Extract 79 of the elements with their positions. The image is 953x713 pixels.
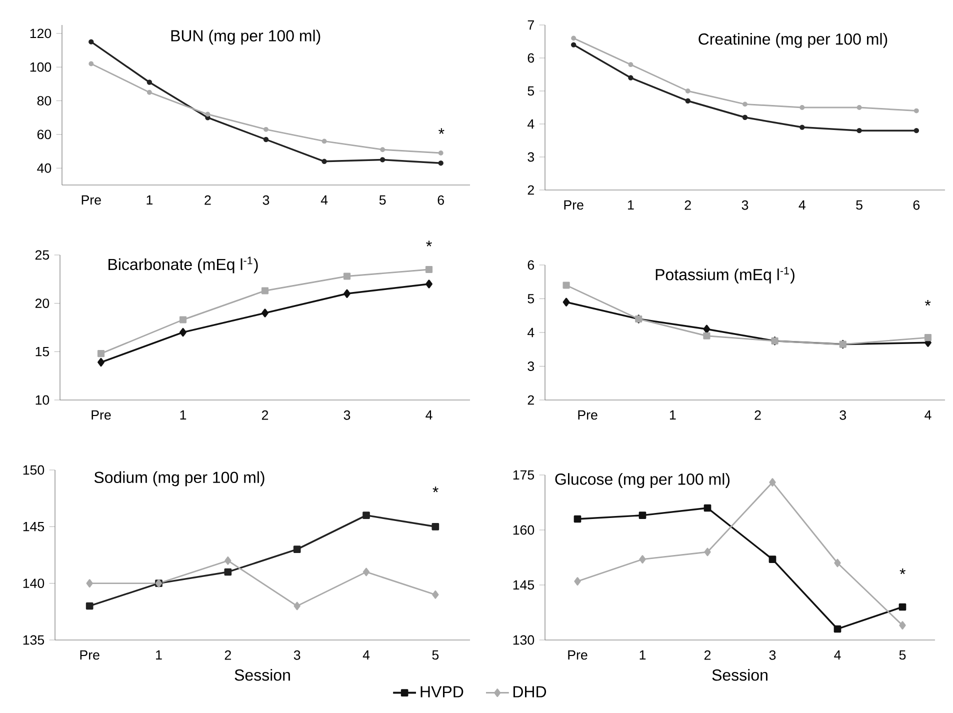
annotation: * [432, 486, 438, 492]
chart-title: BUN (mg per 100 ml) [171, 30, 320, 45]
x-axis-title: Session [234, 668, 290, 681]
x-tick-label: 1 [628, 200, 634, 210]
y-tick-label: 2 [528, 185, 534, 195]
x-axis-title: Session [712, 668, 768, 681]
y-tick-label: 6 [528, 53, 534, 63]
x-tick-label: 1 [146, 195, 152, 205]
chart-title: Potassium (mEq l$^{-1}$) [656, 267, 794, 284]
x-tick-label: 2 [704, 650, 711, 660]
y-tick-label: 5 [528, 86, 534, 96]
annotation: * [924, 300, 931, 306]
x-tick-label: 2 [204, 195, 211, 205]
annotation: * [900, 568, 906, 574]
legend-label: HVPD [420, 686, 464, 698]
x-tick-label: Pre [564, 200, 584, 210]
x-tick-label: 3 [262, 195, 270, 205]
x-tick-label: Pre [82, 195, 101, 205]
x-tick-label: 4 [924, 410, 932, 420]
y-tick-label: 4 [528, 328, 534, 338]
chart-title: Creatinine (mg per 100 ml) [698, 33, 888, 48]
x-tick-label: 4 [798, 200, 806, 210]
y-tick-label: 160 [513, 525, 534, 535]
chart-title: Bicarbonate (mEq l$^{-1}$) [108, 256, 258, 274]
x-tick-label: 3 [769, 650, 776, 660]
text: * [426, 240, 432, 246]
x-tick-label: Pre [80, 650, 100, 660]
chart-title: Sodium (mg per 100 ml) [94, 471, 264, 486]
x-tick-label: 3 [344, 410, 350, 420]
y-tick-label: 3 [528, 152, 534, 162]
x-tick-label: 4 [834, 650, 841, 660]
x-tick-label: 5 [432, 650, 439, 660]
x-tick-label: 1 [180, 410, 186, 420]
y-tick-label: 10 [36, 395, 50, 405]
chart-title: Glucose (mg per 100 ml) [555, 473, 730, 488]
y-tick-label: 6 [528, 260, 534, 270]
x-tick-label: 5 [379, 195, 386, 205]
x-tick-label: 3 [742, 200, 748, 210]
x-tick-label: 3 [840, 410, 846, 420]
x-tick-label: 5 [899, 650, 906, 660]
x-tick-label: 4 [426, 410, 432, 420]
y-tick-label: 2 [528, 395, 534, 405]
x-tick-label: Pre [578, 410, 598, 420]
y-tick-label: 175 [513, 470, 534, 480]
y-tick-label: 140 [23, 578, 44, 588]
x-tick-label: 2 [684, 200, 691, 210]
y-tick-label: 120 [30, 28, 52, 38]
x-tick-label: 2 [754, 410, 761, 420]
y-tick-label: 135 [23, 635, 44, 645]
x-tick-label: 1 [670, 410, 676, 420]
y-tick-label: 145 [23, 522, 44, 532]
y-tick-label: 4 [528, 119, 534, 129]
y-tick-label: 150 [23, 465, 44, 475]
x-tick-label: 4 [320, 195, 328, 205]
annotation: * [438, 128, 444, 134]
x-tick-label: 3 [294, 650, 300, 660]
y-tick-label: 7 [528, 20, 534, 30]
x-tick-label: Pre [92, 410, 111, 420]
x-tick-label: 4 [362, 650, 370, 660]
y-tick-label: 40 [37, 163, 52, 173]
x-tick-label: 5 [856, 200, 862, 210]
y-tick-label: 100 [30, 62, 52, 72]
x-tick-label: 2 [262, 410, 268, 420]
y-tick-label: 60 [37, 130, 52, 140]
x-tick-label: 1 [156, 650, 162, 660]
x-tick-label: 6 [913, 200, 920, 210]
y-tick-label: 5 [528, 294, 534, 304]
y-tick-label: 25 [35, 250, 50, 260]
y-tick-label: 15 [36, 346, 50, 356]
x-tick-label: 6 [438, 195, 444, 205]
x-tick-label: 2 [224, 650, 231, 660]
y-tick-label: 80 [37, 96, 52, 106]
x-tick-label: 1 [640, 650, 646, 660]
x-tick-label: Pre [568, 650, 588, 660]
y-tick-label: 130 [513, 635, 534, 645]
y-tick-label: 145 [513, 580, 534, 590]
y-tick-label: 20 [35, 298, 50, 308]
y-tick-label: 3 [528, 362, 534, 371]
legend-label: DHD [513, 686, 546, 698]
